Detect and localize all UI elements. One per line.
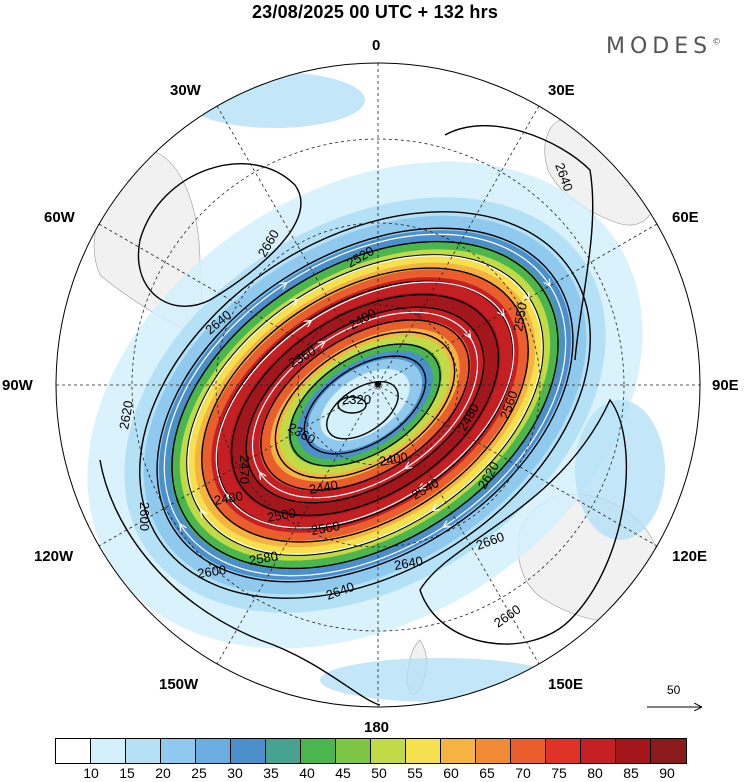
colorbar-cell bbox=[371, 739, 406, 763]
colorbar-cell bbox=[231, 739, 266, 763]
contour-label: 2400 bbox=[378, 449, 409, 469]
colorbar-cell bbox=[196, 739, 231, 763]
lon-label-60e: 60E bbox=[672, 209, 699, 226]
lon-label-30w: 30W bbox=[170, 82, 202, 99]
lon-label-120e: 120E bbox=[672, 548, 707, 565]
colorbar-cell bbox=[441, 739, 476, 763]
colorbar-cell bbox=[126, 739, 161, 763]
map-field bbox=[56, 63, 700, 707]
colorbar-cell bbox=[266, 739, 301, 763]
south-pole-marker bbox=[375, 381, 381, 387]
colorbar-tick-label: 90 bbox=[659, 765, 675, 781]
contour-label: 2550 bbox=[510, 301, 530, 332]
colorbar-tick-label: 25 bbox=[191, 765, 207, 781]
wind-vectors bbox=[163, 233, 567, 577]
contour-label: 2600 bbox=[137, 502, 152, 531]
colorbar-cell bbox=[651, 739, 686, 763]
contour-label: 2640 bbox=[393, 553, 424, 573]
brand-name: MODES bbox=[606, 34, 713, 59]
map-boundary bbox=[55, 62, 701, 708]
colorbar-tick-label: 85 bbox=[623, 765, 639, 781]
contour-label: 2320 bbox=[342, 392, 371, 407]
colorbar-tick-label: 70 bbox=[515, 765, 531, 781]
colorbar-tick-label: 65 bbox=[479, 765, 495, 781]
graticule bbox=[56, 63, 700, 707]
brand-logo: MODES© bbox=[606, 34, 721, 59]
colorbar-ticks: 10 15 20 25 30 35 40 45 50 55 60 65 70 75 80 85 90 bbox=[55, 765, 703, 782]
contour-label: 2660 bbox=[491, 602, 523, 631]
longitude-labels: 0 180 90W 90E 30W 60W 30E 60E 120W 150W … bbox=[2, 37, 739, 736]
contour-label: 2560 bbox=[310, 518, 341, 538]
colorbar-tick-label: 50 bbox=[371, 765, 387, 781]
colorbar-cell bbox=[546, 739, 581, 763]
colorbar-tick-label: 55 bbox=[407, 765, 423, 781]
contour-label: 2480 bbox=[213, 488, 244, 508]
colorbar-tick-label: 75 bbox=[551, 765, 567, 781]
colorbar-tick-label: 20 bbox=[155, 765, 171, 781]
lon-label-90e: 90E bbox=[712, 377, 739, 394]
lon-label-120w: 120W bbox=[34, 548, 74, 565]
colorbar-cell bbox=[336, 739, 371, 763]
colorbar bbox=[55, 738, 687, 764]
colorbar-cell bbox=[301, 739, 336, 763]
colorbar-tick-label: 45 bbox=[335, 765, 351, 781]
lon-label-0: 0 bbox=[372, 37, 380, 54]
colorbar-tick-label: 30 bbox=[227, 765, 243, 781]
colorbar-cell bbox=[161, 739, 196, 763]
lon-label-90w: 90W bbox=[2, 377, 34, 394]
lon-label-150e: 150E bbox=[548, 676, 583, 693]
reference-arrow-icon bbox=[647, 697, 705, 727]
reference-vector-value: 50 bbox=[667, 683, 681, 697]
lon-label-30e: 30E bbox=[548, 82, 575, 99]
contour-label: 2580 bbox=[248, 548, 279, 568]
colorbar-cell bbox=[476, 739, 511, 763]
lon-label-60w: 60W bbox=[44, 209, 76, 226]
colorbar-cell bbox=[406, 739, 441, 763]
contour-label: 2620 bbox=[116, 399, 136, 430]
lon-label-180: 180 bbox=[364, 719, 389, 736]
contour-label: 2470 bbox=[237, 455, 252, 484]
colorbar-cell bbox=[511, 739, 546, 763]
colorbar-cell bbox=[581, 739, 616, 763]
contour-label: 2600 bbox=[196, 562, 227, 581]
contour-label: 2500 bbox=[266, 505, 297, 525]
colorbar-tick-label: 35 bbox=[263, 765, 279, 781]
colorbar-cell bbox=[56, 739, 91, 763]
colorbar-tick-label: 15 bbox=[119, 765, 135, 781]
copyright-mark: © bbox=[712, 37, 722, 48]
colorbar-tick-label: 80 bbox=[587, 765, 603, 781]
colorbar-tick-label: 10 bbox=[83, 765, 99, 781]
colorbar-tick-label: 60 bbox=[443, 765, 459, 781]
colorbar-tick-label: 40 bbox=[299, 765, 315, 781]
colorbar-cell bbox=[91, 739, 126, 763]
contour-label: 2440 bbox=[308, 477, 339, 497]
lon-label-150w: 150W bbox=[159, 676, 199, 693]
colorbar-cell bbox=[616, 739, 651, 763]
map-title: 23/08/2025 00 UTC + 132 hrs bbox=[251, 2, 499, 22]
